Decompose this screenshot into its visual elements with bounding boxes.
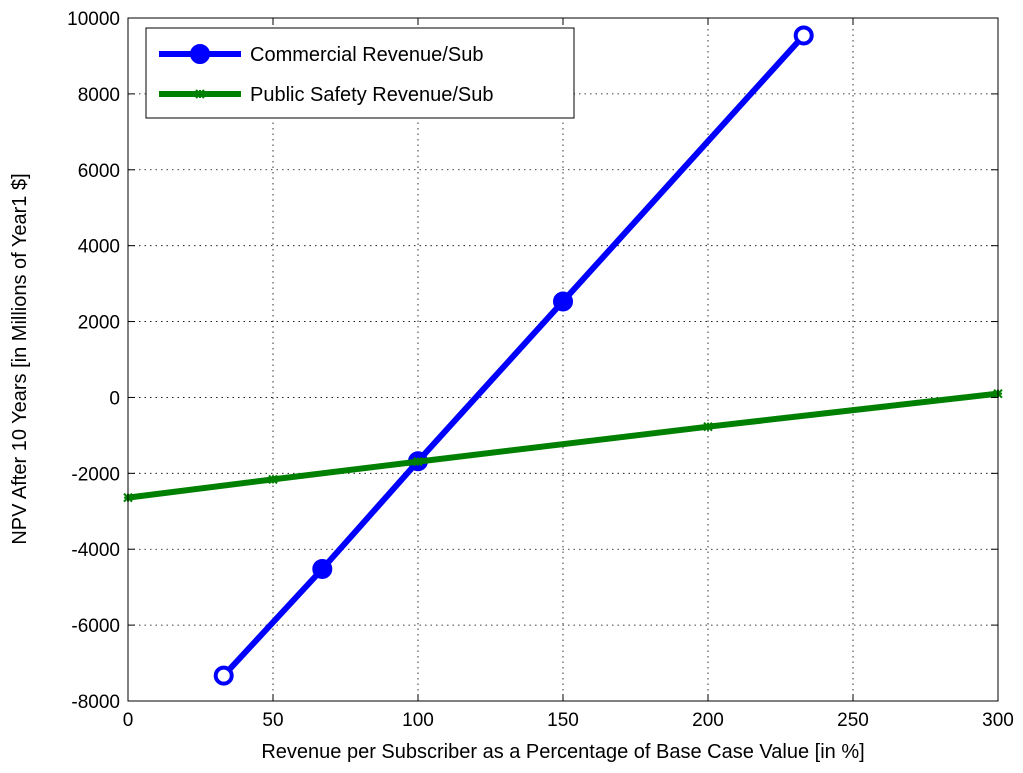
asterisk-stroke — [413, 456, 423, 467]
series-layer — [123, 25, 1003, 686]
y-tick-label: 6000 — [78, 161, 120, 182]
x-axis-label: Revenue per Subscriber as a Percentage o… — [261, 741, 864, 763]
x-tick-label: 200 — [692, 710, 724, 731]
x-tick-label: 50 — [262, 710, 283, 731]
y-tick-label: 4000 — [78, 237, 120, 258]
data-point — [268, 474, 278, 485]
ticks: 0 50 100 150 200 250 300 -8000 -6000 -4000 -2000 0 2… — [67, 9, 1014, 731]
asterisk-stroke — [703, 421, 713, 432]
x-tick-label: 150 — [547, 710, 579, 731]
y-tick-label: -4000 — [71, 540, 120, 561]
legend-label: Public Safety Revenue/Sub — [250, 84, 494, 106]
x-tick-label: 250 — [837, 710, 869, 731]
legend: Commercial Revenue/Sub Public Safety Reve… — [145, 27, 575, 119]
asterisk-stroke — [195, 89, 205, 99]
data-point — [413, 456, 423, 467]
legend-label: Commercial Revenue/Sub — [250, 44, 483, 66]
legend-marker — [190, 44, 210, 64]
legend-marker — [195, 89, 205, 99]
y-axis-label: NPV After 10 Years [in Millions of Year1… — [9, 173, 31, 544]
x-tick-label: 100 — [402, 710, 434, 731]
x-tick-label: 300 — [982, 710, 1014, 731]
legend-entry-2: Public Safety Revenue/Sub — [159, 84, 494, 106]
legend-entry-1: Commercial Revenue/Sub — [159, 44, 483, 66]
y-tick-label: 0 — [109, 388, 120, 409]
x-tick-label: 0 — [123, 710, 134, 731]
data-point — [213, 665, 234, 686]
y-tick-label: 2000 — [78, 313, 120, 334]
data-point — [312, 558, 333, 579]
data-point — [703, 421, 713, 432]
y-tick-label: 10000 — [67, 9, 120, 30]
asterisk-stroke — [268, 474, 278, 485]
y-tick-label: 8000 — [78, 85, 120, 106]
y-tick-label: -2000 — [71, 464, 120, 485]
data-point — [793, 25, 814, 46]
y-tick-label: -6000 — [71, 616, 120, 637]
y-tick-label: -8000 — [71, 692, 120, 713]
legend-box — [145, 27, 575, 119]
data-point — [553, 291, 573, 312]
